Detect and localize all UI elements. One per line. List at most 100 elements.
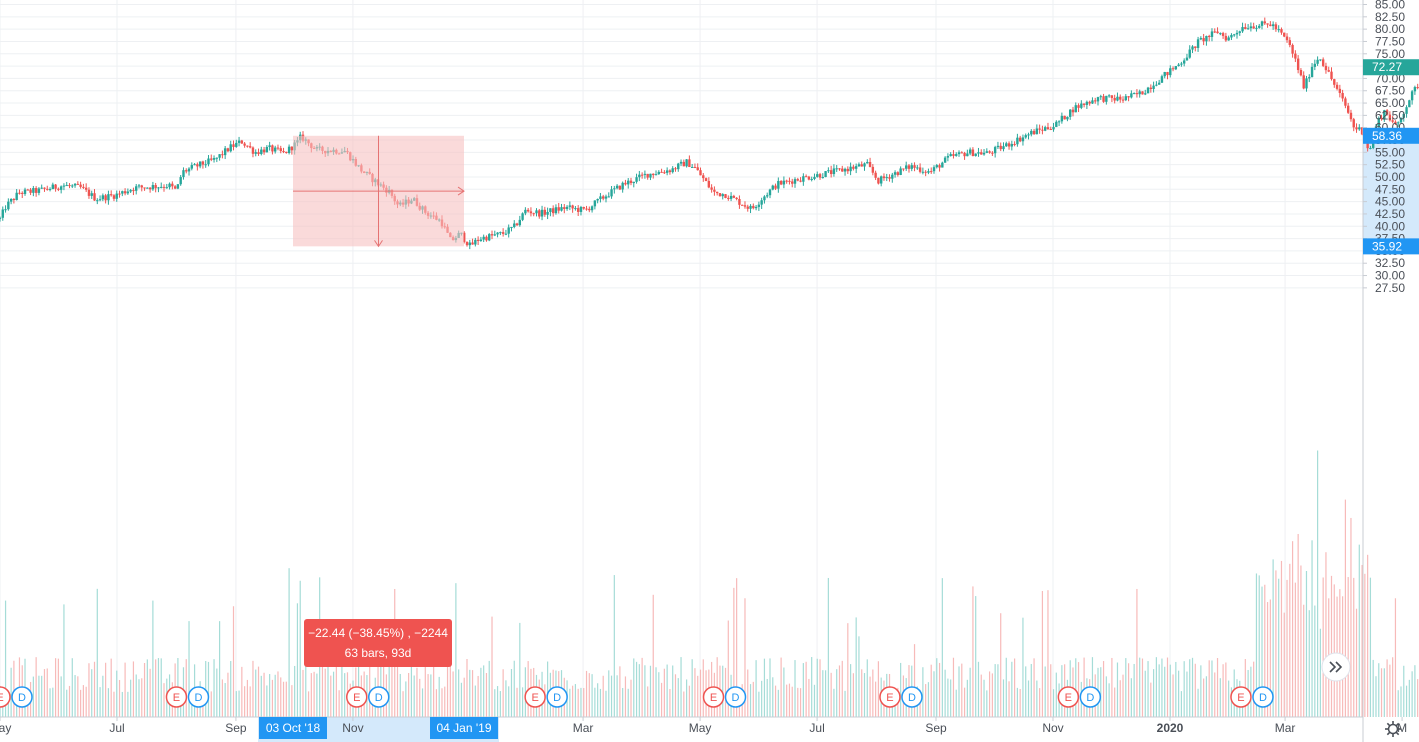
earnings-marker[interactable]: E xyxy=(1057,686,1080,708)
dividend-marker-circle[interactable] xyxy=(1079,686,1102,708)
candle-body xyxy=(916,167,919,169)
dividend-marker-circle[interactable] xyxy=(724,686,747,708)
earnings-marker-circle[interactable] xyxy=(524,686,546,708)
dividend-marker[interactable]: D xyxy=(546,686,568,708)
candle-body xyxy=(557,207,560,211)
dividend-marker[interactable]: D xyxy=(187,686,210,708)
candle-body xyxy=(627,180,630,185)
earnings-marker[interactable]: E xyxy=(165,686,188,708)
candle-body xyxy=(260,149,263,154)
dividend-marker-circle[interactable] xyxy=(11,686,33,708)
candle-body xyxy=(212,158,216,160)
candle-body xyxy=(688,159,691,167)
candle-body xyxy=(504,233,508,235)
dividend-marker-circle[interactable] xyxy=(1252,686,1274,708)
dividend-marker-circle[interactable] xyxy=(546,686,568,708)
candle-body xyxy=(818,174,822,178)
candle-body xyxy=(146,187,149,189)
price-tick-label: 50.00 xyxy=(1375,170,1405,184)
volume-bar xyxy=(1333,584,1335,717)
candle-body xyxy=(613,188,616,190)
volume-bar xyxy=(900,662,902,717)
measure-label-box[interactable] xyxy=(304,619,452,667)
dividend-marker[interactable]: D xyxy=(901,686,923,708)
candle-body xyxy=(660,171,663,173)
volume-bar xyxy=(647,686,649,717)
scroll-to-realtime-button[interactable] xyxy=(1321,652,1351,682)
volume-bar xyxy=(313,671,315,717)
volume-bar xyxy=(224,683,226,717)
volume-bar xyxy=(688,685,690,717)
volume-bar xyxy=(1019,689,1021,717)
volume-bar xyxy=(93,661,96,717)
earnings-marker-circle[interactable] xyxy=(1057,686,1080,708)
volume-bar xyxy=(419,678,421,717)
dividend-marker-circle[interactable] xyxy=(187,686,210,708)
volume-bar xyxy=(1347,577,1349,717)
measure-tool[interactable]: −22.44 (−38.45%) , −2244 63 bars, 93d xyxy=(293,135,465,667)
volume-bar xyxy=(1158,664,1160,717)
candle-body xyxy=(902,168,905,170)
volume-bar xyxy=(863,673,866,717)
price-tick-label: 85.00 xyxy=(1375,0,1405,12)
volume-bar xyxy=(547,661,549,717)
candle-body xyxy=(746,206,749,209)
dividend-marker-circle[interactable] xyxy=(368,686,390,708)
volume-bar xyxy=(1269,599,1271,717)
chart-controls[interactable] xyxy=(1321,652,1401,737)
candle-body xyxy=(696,167,699,171)
earnings-marker[interactable]: E xyxy=(1230,686,1252,708)
candle-body xyxy=(1157,82,1161,85)
volume-bar xyxy=(210,691,212,717)
earnings-marker-circle[interactable] xyxy=(346,686,368,708)
earnings-marker-circle[interactable] xyxy=(1230,686,1252,708)
earnings-marker-circle[interactable] xyxy=(702,686,725,708)
volume-bar xyxy=(927,682,930,717)
dividend-marker[interactable]: D xyxy=(1079,686,1102,708)
event-markers[interactable]: EDEDEDEDEDEDEDED xyxy=(0,686,1274,708)
dividend-marker[interactable]: D xyxy=(11,686,33,708)
candle-body xyxy=(165,187,168,189)
volume-bar xyxy=(505,680,507,717)
candle-body xyxy=(576,208,580,212)
candle-body xyxy=(579,206,583,212)
candle-body xyxy=(112,195,116,199)
earnings-marker[interactable]: E xyxy=(0,686,11,708)
earnings-marker-circle[interactable] xyxy=(879,686,901,708)
earnings-marker[interactable]: E xyxy=(879,686,901,708)
dividend-marker-circle[interactable] xyxy=(901,686,923,708)
volume-bar xyxy=(1417,679,1419,717)
candle-body xyxy=(735,197,738,199)
candle-body xyxy=(71,185,74,187)
time-axis[interactable]: May Jul Sep Nov Mar May Jul Sep Nov 2020 Mar M 03 Oc… xyxy=(0,716,1407,739)
candle-body xyxy=(1030,130,1033,135)
volume-bar xyxy=(344,673,346,717)
earnings-marker-circle[interactable] xyxy=(0,686,11,708)
candle-body xyxy=(476,239,480,241)
dividend-marker[interactable]: D xyxy=(724,686,747,708)
dividend-marker[interactable]: D xyxy=(368,686,390,708)
volume-bar xyxy=(966,679,968,717)
earnings-marker[interactable]: E xyxy=(702,686,725,708)
volume-bar xyxy=(35,657,37,717)
volume-bar xyxy=(1311,540,1313,717)
volume-bar xyxy=(1392,657,1394,717)
volume-bar xyxy=(950,679,952,717)
volume-bar xyxy=(649,665,652,717)
candle-body xyxy=(568,205,572,207)
current-price-label: 72.27 xyxy=(1372,60,1402,74)
candle-body xyxy=(215,157,219,159)
volume-bar xyxy=(955,689,957,717)
candle-body xyxy=(866,161,869,164)
volume-bar xyxy=(227,672,229,717)
earnings-marker[interactable]: E xyxy=(346,686,368,708)
volume-bar xyxy=(488,660,490,717)
volume-bar xyxy=(616,675,618,717)
candle-body xyxy=(526,209,530,212)
dividend-marker[interactable]: D xyxy=(1252,686,1274,708)
gear-icon[interactable] xyxy=(1385,721,1401,737)
volume-bar xyxy=(875,681,877,717)
earnings-marker-circle[interactable] xyxy=(165,686,188,708)
earnings-marker[interactable]: E xyxy=(524,686,546,708)
